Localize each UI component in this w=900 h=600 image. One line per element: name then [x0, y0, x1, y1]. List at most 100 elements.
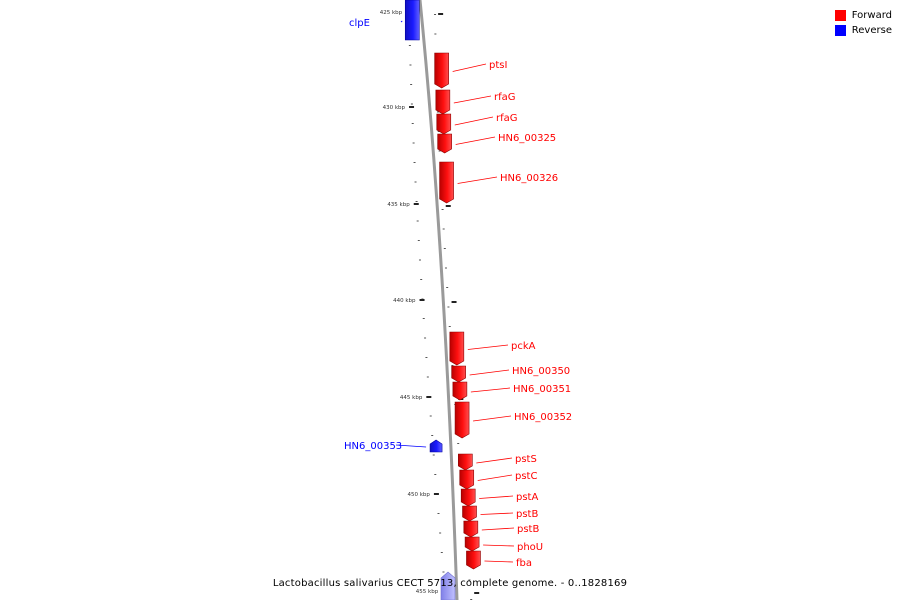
gene-box[interactable] [449, 331, 465, 366]
gene-hn6-00326[interactable]: HN6_00326 [439, 161, 559, 204]
label-leader-line [481, 527, 515, 531]
gene-box[interactable] [454, 401, 470, 439]
legend-label-reverse: Reverse [851, 25, 892, 36]
legend-item-forward: Forward [834, 8, 892, 23]
gene-label[interactable]: HN6_00352 [514, 412, 572, 423]
gene-psts[interactable]: pstS [458, 453, 537, 471]
label-leader-line [453, 95, 492, 104]
major-tick [426, 396, 432, 398]
gene-box[interactable] [451, 365, 466, 383]
gene-label[interactable]: HN6_00350 [512, 366, 570, 377]
gene-psta[interactable]: pstA [460, 488, 538, 507]
gene-hn6-00353[interactable]: HN6_00353 [344, 439, 443, 453]
gene-box[interactable] [458, 453, 473, 471]
gene-box[interactable] [404, 0, 420, 41]
gene-phou[interactable]: phoU [464, 536, 543, 553]
gene-ptsi[interactable]: ptsI [434, 52, 508, 89]
gene-pstb[interactable]: pstB [463, 520, 540, 538]
forward-swatch [834, 10, 846, 21]
gene-label[interactable]: pstB [516, 509, 538, 520]
tick-label: 430 kbp [383, 105, 406, 111]
gene-label[interactable]: pckA [511, 341, 536, 352]
legend: Forward Reverse [834, 8, 892, 38]
label-leader-line [395, 444, 427, 448]
legend-item-reverse: Reverse [834, 23, 892, 38]
gene-box[interactable] [462, 505, 477, 522]
gene-hn6-00351[interactable]: HN6_00351 [452, 381, 571, 401]
major-tick [474, 592, 480, 594]
gene-box[interactable] [436, 113, 452, 135]
major-tick [419, 299, 425, 301]
gene-box[interactable] [434, 52, 449, 89]
gene-hn6-00350[interactable]: HN6_00350 [451, 365, 571, 383]
gene-box[interactable] [464, 536, 480, 552]
gene-box[interactable] [463, 520, 479, 538]
major-tick [451, 301, 457, 303]
tick-label: 450 kbp [407, 492, 430, 498]
gene-box[interactable] [440, 571, 456, 600]
tick-label: 445 kbp [400, 395, 423, 401]
major-tick [433, 493, 439, 495]
genome-backbone [418, 0, 459, 600]
label-leader-line [476, 457, 513, 464]
tick-label: 440 kbp [393, 298, 416, 304]
major-tick [413, 203, 419, 205]
label-leader-line [484, 560, 514, 563]
gene-clpe[interactable]: clpE [349, 0, 420, 41]
label-leader-line [477, 474, 513, 481]
gene-pstb[interactable]: pstB [462, 505, 539, 522]
gene-rfag[interactable]: rfaG [435, 89, 516, 115]
tick-label: 425 kbp [380, 10, 403, 16]
label-leader-line [470, 387, 511, 393]
gene-fba[interactable]: fba [466, 550, 532, 570]
label-leader-line [479, 495, 514, 499]
gene-hn6-00352[interactable]: HN6_00352 [454, 401, 572, 439]
label-leader-line [480, 512, 514, 515]
gene-label[interactable]: phoU [517, 542, 543, 553]
label-leader-line [483, 544, 515, 547]
genome-caption: Lactobacillus salivarius CECT 5713, comp… [272, 578, 628, 589]
legend-label-forward: Forward [851, 10, 892, 21]
gene-label[interactable]: rfaG [494, 92, 516, 103]
major-tick [438, 13, 444, 15]
gene-box[interactable] [429, 439, 443, 453]
gene-label[interactable]: pstB [517, 524, 539, 535]
gene-box[interactable] [437, 133, 452, 154]
gene-box[interactable] [452, 381, 468, 401]
gene-box[interactable] [439, 161, 454, 204]
label-leader-line [469, 369, 510, 376]
gene-rfag[interactable]: rfaG [436, 113, 518, 135]
gene-box[interactable] [459, 469, 475, 490]
gene-label[interactable]: pstS [515, 454, 537, 465]
label-leader-line [455, 136, 496, 145]
label-leader-line [400, 20, 403, 23]
major-tick [445, 205, 451, 207]
gene-label[interactable]: pstA [516, 492, 538, 503]
gene-label[interactable]: clpE [349, 18, 370, 29]
gene-box[interactable] [466, 550, 481, 570]
gene-pcka[interactable]: pckA [449, 331, 536, 366]
gene-hn6-00325[interactable]: HN6_00325 [437, 133, 557, 154]
gene-box[interactable] [435, 89, 451, 115]
reverse-swatch [834, 25, 846, 36]
gene-track: clpE ptsI rfaG rfaG HN6_00325 HN6_00326 pckA HN… [344, 0, 572, 600]
gene-box[interactable] [460, 488, 476, 507]
tick-label: 435 kbp [387, 202, 410, 208]
gene-pstc[interactable]: pstC [459, 469, 538, 490]
label-leader-line [473, 415, 512, 422]
gene-label[interactable]: HN6_00325 [498, 133, 556, 144]
gene-label[interactable]: pstC [515, 471, 537, 482]
gene-label[interactable]: fba [516, 558, 532, 569]
label-leader-line [452, 63, 487, 72]
gene-label[interactable]: HN6_00326 [500, 173, 558, 184]
gene-label[interactable]: HN6_00351 [513, 384, 571, 395]
label-leader-line [454, 116, 494, 126]
label-leader-line [467, 344, 509, 350]
label-leader-line [457, 176, 498, 184]
tick-label: 455 kbp [416, 589, 439, 595]
gene-label[interactable]: ptsI [489, 60, 507, 71]
gene-partial-reverse[interactable] [440, 571, 456, 600]
gene-label[interactable]: rfaG [496, 113, 518, 124]
gene-label[interactable]: HN6_00353 [344, 441, 402, 452]
